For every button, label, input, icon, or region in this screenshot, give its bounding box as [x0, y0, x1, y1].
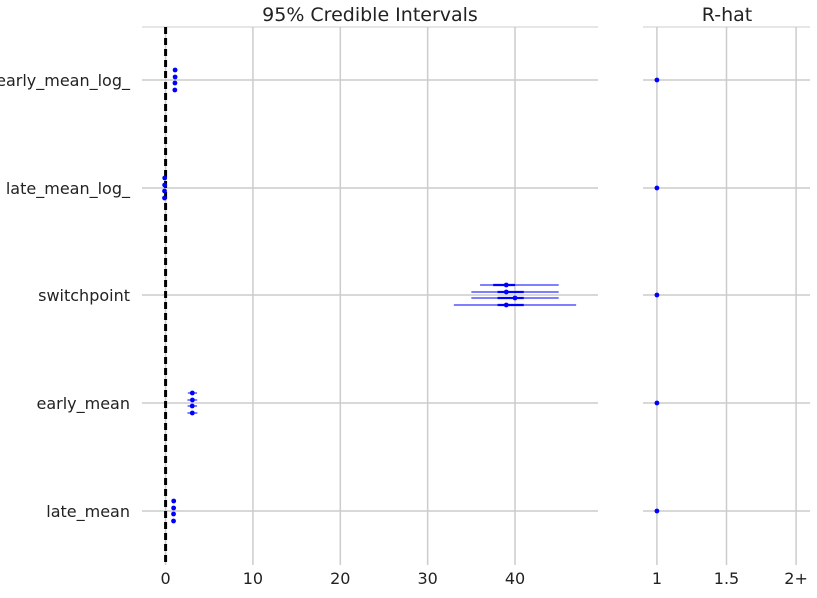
rhat-point: [654, 508, 660, 514]
posterior-mean-point: [512, 295, 518, 301]
forest-x-tick-label: 0: [160, 569, 170, 588]
posterior-mean-point: [162, 195, 167, 201]
rhat-point: [654, 400, 660, 406]
posterior-mean-point: [162, 175, 168, 181]
rhat-x-tick-label: 1.5: [714, 569, 739, 588]
rhat-x-tick-label: 2+: [784, 569, 808, 588]
forest-category-label: early_mean_log_: [0, 71, 131, 91]
forest-x-tick-label: 20: [330, 569, 350, 588]
posterior-mean-point: [172, 80, 178, 86]
posterior-mean-point: [189, 403, 195, 409]
rhat-x-tick-label: 1: [652, 569, 662, 588]
posterior-mean-point: [162, 188, 167, 194]
posterior-mean-point: [503, 282, 509, 288]
posterior-mean-point: [172, 74, 178, 80]
forest-category-label: early_mean: [36, 394, 130, 414]
forest-x-tick-label: 30: [417, 569, 437, 588]
rhat-point: [654, 185, 660, 191]
forest-category-label: late_mean_log_: [6, 179, 131, 199]
posterior-mean-point: [503, 289, 509, 295]
posterior-mean-point: [172, 67, 178, 73]
forest-panel: 0 10 20 30 40 early_mean_log_ late_mean_log_sw…: [0, 26, 598, 588]
forest-category-label: late_mean: [46, 502, 130, 522]
forest-x-tick-label: 10: [243, 569, 263, 588]
posterior-mean-point: [171, 505, 177, 511]
forest-x-tick-label: 40: [505, 569, 525, 588]
forest-category-label: switchpoint: [38, 286, 130, 305]
posterior-mean-point: [162, 182, 168, 188]
forest-panel-title: 95% Credible Intervals: [262, 4, 478, 26]
posterior-mean-point: [190, 397, 195, 403]
rhat-panel-title: R-hat: [702, 4, 752, 26]
posterior-mean-point: [171, 498, 177, 504]
posterior-mean-point: [172, 87, 178, 93]
posterior-mean-point: [171, 518, 176, 524]
rhat-point: [654, 292, 660, 298]
posterior-mean-point: [171, 511, 176, 517]
posterior-mean-point: [503, 302, 509, 308]
posterior-mean-point: [189, 390, 195, 396]
posterior-mean-point: [189, 410, 195, 416]
rhat-point: [654, 77, 660, 83]
rhat-panel: 1 1.5 2+: [643, 26, 810, 588]
